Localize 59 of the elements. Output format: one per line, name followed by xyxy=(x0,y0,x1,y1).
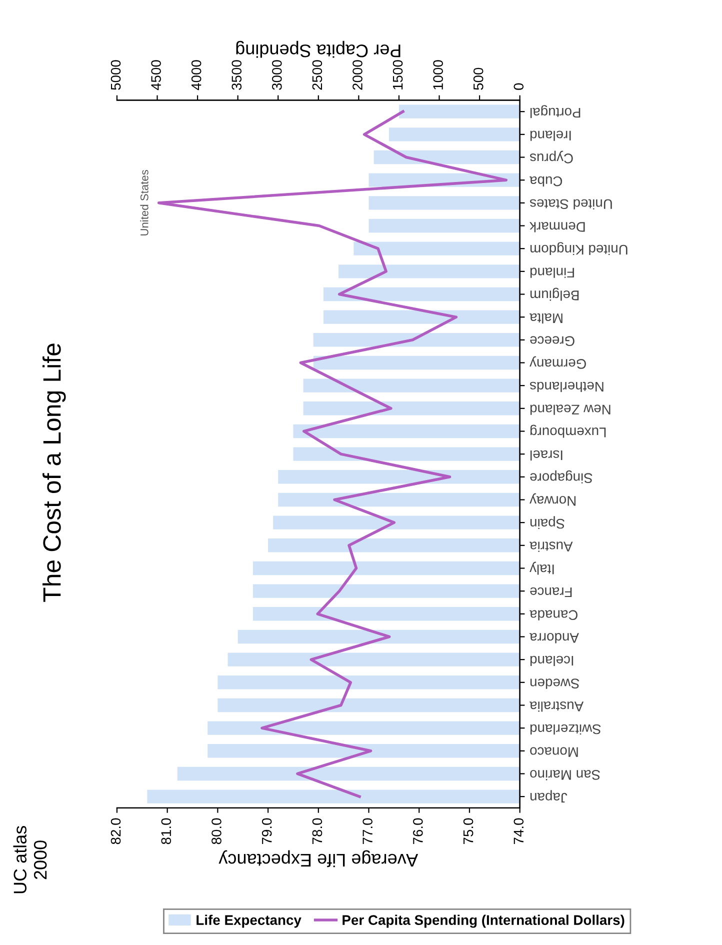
x2-tick-label: 3500 xyxy=(232,60,242,90)
y-tick-label: Belgium xyxy=(530,288,579,301)
y-tick-label: Greece xyxy=(530,336,574,346)
y-tick-label: France xyxy=(530,587,572,598)
y-tick-label: Finland xyxy=(530,268,574,278)
x2-tick-label: 2000 xyxy=(352,60,362,90)
y-tick-label: San Marino xyxy=(530,770,600,780)
y-tick-label: Denmark xyxy=(530,222,585,232)
y-tick-label: United Kingdom xyxy=(530,242,628,256)
text: UC atlas xyxy=(13,826,27,894)
x-tick-label: 80.0 xyxy=(212,818,222,844)
y-tick-label: Cuba xyxy=(530,176,562,187)
x2-axis-title: Per Capita Spending xyxy=(236,40,400,58)
x-axis-title: Average Life Expectancy xyxy=(218,850,418,868)
x-tick-label: 81.0 xyxy=(161,818,172,844)
y-tick-label: Australia xyxy=(530,702,584,712)
y-tick-label: Portugal xyxy=(530,105,580,118)
y-tick-label: Singapore xyxy=(530,470,592,484)
y-tick-label: Cyprus xyxy=(530,150,573,164)
y-tick-label: Netherlands xyxy=(530,382,604,392)
y-tick-label: Luxembourg xyxy=(530,424,606,438)
x-tick-label: 76.0 xyxy=(413,818,423,844)
y-tick-label: Japan xyxy=(530,790,568,803)
y-tick-label: Switzerland xyxy=(530,724,601,735)
y-tick-label: Iceland xyxy=(530,656,574,666)
x2-tick-label: 3000 xyxy=(272,60,282,90)
x2-tick-label: 4500 xyxy=(151,60,161,90)
x2-tick-label: 0 xyxy=(514,83,524,90)
x-tick-label: 79.0 xyxy=(262,818,272,844)
y-tick-label: Ireland xyxy=(530,130,571,141)
y-tick-label: United States xyxy=(530,199,612,210)
x2-tick-label: 500 xyxy=(473,68,484,90)
annotation: United States xyxy=(140,170,148,236)
y-tick-label: Monaco xyxy=(530,747,578,757)
y-tick-label: Austria xyxy=(530,542,573,552)
x2-tick-label: 4000 xyxy=(191,60,202,90)
y-tick-label: Canada xyxy=(530,610,578,620)
x2-tick-label: 5000 xyxy=(110,60,121,90)
x2-tick-label: 1500 xyxy=(392,60,403,90)
y-tick-label: Norway xyxy=(530,493,576,506)
y-tick-label: Malta xyxy=(530,313,562,324)
y-tick-label: New Zealand xyxy=(530,404,610,415)
x-tick-label: 77.0 xyxy=(362,818,372,844)
x-tick-label: 75.0 xyxy=(463,818,474,844)
legend-label: Life Expectancy xyxy=(196,914,302,928)
y-tick-label: Spain xyxy=(530,516,564,530)
y-tick-label: Andorra xyxy=(530,633,579,644)
text: 2000 xyxy=(34,840,47,880)
x-tick-label: 82.0 xyxy=(110,818,121,844)
y-tick-label: Israel xyxy=(530,450,562,461)
x-tick-label: 74.0 xyxy=(514,818,524,844)
y-tick-label: Germany xyxy=(530,356,586,369)
legend-label: Per Capita Spending (International Dollars) xyxy=(342,914,624,928)
text: The Cost of a Long Life xyxy=(42,344,66,602)
x2-tick-label: 2500 xyxy=(312,60,322,90)
x2-tick-label: 1000 xyxy=(433,60,443,90)
y-tick-label: Italy xyxy=(530,562,554,575)
y-tick-label: Sweden xyxy=(530,678,580,689)
x-tick-label: 78.0 xyxy=(312,818,322,844)
